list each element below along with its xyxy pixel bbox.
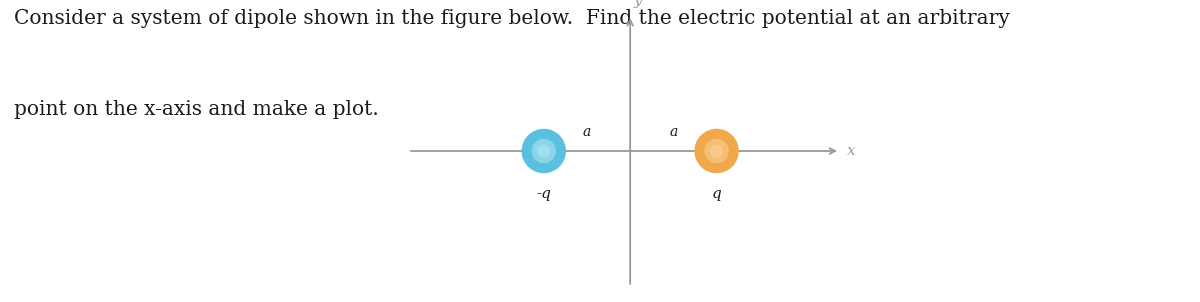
Circle shape: [532, 139, 556, 163]
Text: x: x: [847, 144, 856, 158]
Circle shape: [522, 129, 566, 173]
Text: a: a: [583, 125, 592, 139]
Circle shape: [704, 139, 728, 163]
Circle shape: [538, 144, 551, 158]
Text: a: a: [670, 125, 678, 139]
Circle shape: [710, 144, 724, 158]
Circle shape: [695, 129, 739, 173]
Text: y: y: [634, 0, 642, 8]
Text: Consider a system of dipole shown in the figure below.  Find the electric potent: Consider a system of dipole shown in the…: [14, 9, 1010, 28]
Text: -q: -q: [536, 187, 551, 201]
Text: q: q: [712, 187, 721, 201]
Text: point on the x-axis and make a plot.: point on the x-axis and make a plot.: [14, 100, 379, 119]
